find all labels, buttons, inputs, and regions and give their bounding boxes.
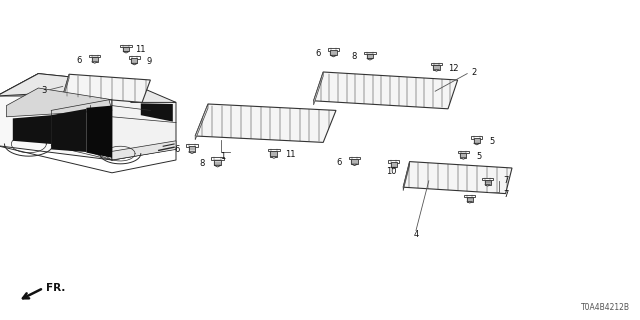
- Polygon shape: [112, 90, 176, 160]
- Text: 5: 5: [476, 152, 481, 161]
- Polygon shape: [474, 143, 480, 145]
- Bar: [483, 178, 493, 180]
- Text: 11: 11: [285, 150, 296, 159]
- Text: 11: 11: [136, 45, 146, 54]
- Bar: [349, 157, 360, 159]
- Text: T0A4B4212B: T0A4B4212B: [581, 303, 630, 312]
- Bar: [471, 136, 483, 139]
- Text: 9: 9: [147, 57, 152, 66]
- Text: 6: 6: [77, 56, 82, 65]
- Polygon shape: [0, 133, 176, 173]
- Polygon shape: [63, 74, 150, 102]
- Bar: [433, 65, 440, 70]
- Bar: [120, 44, 132, 47]
- Text: 6: 6: [337, 158, 342, 167]
- Polygon shape: [112, 141, 176, 160]
- Polygon shape: [13, 115, 51, 144]
- Polygon shape: [271, 156, 277, 158]
- Bar: [485, 180, 491, 185]
- Polygon shape: [367, 59, 373, 60]
- Bar: [328, 48, 339, 51]
- Polygon shape: [0, 74, 112, 160]
- Polygon shape: [63, 74, 69, 100]
- Text: 12: 12: [448, 64, 458, 73]
- Bar: [467, 197, 472, 202]
- Bar: [390, 163, 397, 167]
- Bar: [123, 47, 129, 52]
- Bar: [268, 149, 280, 151]
- Text: FR.: FR.: [46, 283, 65, 293]
- Bar: [271, 151, 277, 156]
- Bar: [458, 151, 469, 153]
- Text: 6: 6: [174, 145, 179, 154]
- Polygon shape: [433, 70, 440, 71]
- Polygon shape: [131, 63, 138, 65]
- Polygon shape: [195, 104, 208, 140]
- Text: 8: 8: [352, 52, 357, 61]
- Polygon shape: [92, 62, 98, 63]
- Bar: [214, 160, 221, 165]
- Bar: [460, 153, 467, 158]
- Polygon shape: [351, 164, 358, 166]
- Polygon shape: [86, 106, 112, 158]
- Text: 7: 7: [503, 190, 508, 199]
- Polygon shape: [141, 103, 173, 122]
- Polygon shape: [403, 162, 512, 194]
- Text: 10: 10: [387, 167, 397, 176]
- Bar: [364, 52, 376, 54]
- Polygon shape: [485, 185, 490, 186]
- Bar: [367, 54, 373, 59]
- Polygon shape: [0, 74, 131, 96]
- Bar: [186, 144, 198, 147]
- Bar: [351, 159, 358, 164]
- Polygon shape: [214, 165, 221, 167]
- Polygon shape: [314, 72, 458, 109]
- Text: 2: 2: [471, 68, 476, 77]
- Polygon shape: [314, 72, 323, 105]
- Text: 4: 4: [413, 230, 419, 239]
- Text: 7: 7: [503, 176, 508, 185]
- Polygon shape: [0, 74, 176, 102]
- Bar: [465, 195, 475, 197]
- Polygon shape: [6, 88, 112, 117]
- Bar: [92, 57, 98, 62]
- Text: 1: 1: [220, 152, 225, 161]
- Polygon shape: [189, 152, 195, 154]
- Polygon shape: [195, 104, 336, 142]
- Bar: [431, 63, 442, 65]
- Bar: [211, 157, 224, 160]
- Polygon shape: [123, 52, 129, 53]
- Bar: [474, 139, 480, 143]
- Polygon shape: [467, 202, 472, 203]
- Polygon shape: [330, 55, 337, 57]
- Polygon shape: [51, 109, 86, 152]
- Bar: [129, 56, 140, 59]
- Bar: [330, 51, 337, 55]
- Polygon shape: [390, 167, 397, 169]
- Bar: [89, 55, 100, 57]
- Bar: [131, 59, 138, 63]
- Bar: [189, 146, 195, 152]
- Text: 6: 6: [316, 49, 321, 58]
- Text: 5: 5: [490, 137, 495, 146]
- Bar: [388, 160, 399, 163]
- Text: 8: 8: [200, 159, 205, 168]
- Polygon shape: [403, 162, 410, 191]
- Text: 3: 3: [41, 86, 46, 95]
- Polygon shape: [460, 158, 467, 159]
